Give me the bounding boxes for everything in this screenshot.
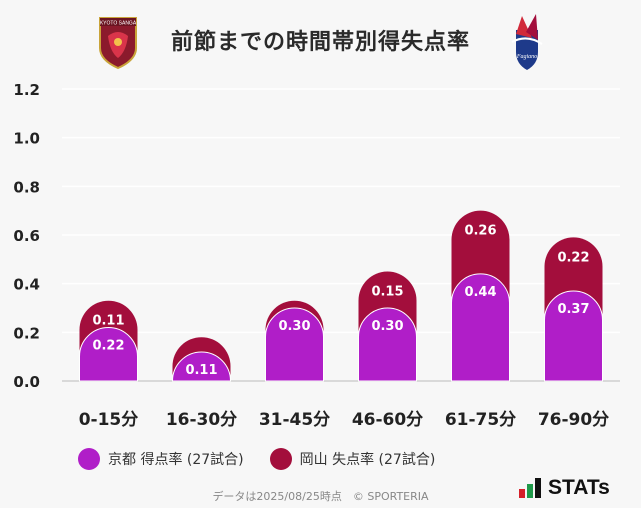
footer-note: データは2025/08/25時点 © SPORTERIA (212, 490, 429, 503)
y-tick-label-0: 0.0 (13, 373, 40, 391)
chart: 0.0 0.2 0.4 0.6 0.8 1.0 1.2 0.22 0.11 0-15分 0.11 16… (13, 81, 620, 430)
bar-home-1 (171, 351, 232, 382)
stats-logo-text: STATs (548, 476, 610, 499)
bar-label-home-3: 0.30 (371, 319, 403, 334)
bar-home-3 (358, 307, 417, 382)
x-tick-label-2: 31-45分 (259, 410, 330, 430)
legend-swatch-away (269, 448, 292, 470)
y-tick-label-2: 0.4 (13, 276, 40, 294)
legend-swatch-home (78, 448, 100, 470)
bar-label-away-0: 0.11 (92, 314, 124, 329)
legend-label-away: 岡山 失点率 (27試合) (299, 452, 436, 468)
x-tick-label-4: 61-75分 (445, 410, 516, 430)
bar-label-home-2: 0.30 (278, 319, 310, 334)
bar-label-home-1: 0.11 (185, 363, 217, 378)
bar-label-home-5: 0.37 (557, 302, 589, 317)
x-tick-label-3: 46-60分 (352, 410, 423, 430)
stats-bars-icon (519, 478, 543, 498)
bar-home-5 (544, 290, 603, 382)
bar-home-2 (265, 307, 324, 382)
bar-home-4 (451, 273, 510, 382)
okayama-logo: Fagiano (511, 14, 543, 70)
okayama-logo-text: Fagiano (516, 54, 537, 60)
x-tick-label-0: 0-15分 (79, 410, 139, 430)
y-tick-label-1: 0.2 (13, 324, 40, 342)
stats-logo: STATs (519, 476, 610, 500)
legend-item-home: 京都 得点率 (27試合) (78, 448, 244, 470)
kyoto-logo: KYOTO SANGA (99, 17, 137, 70)
x-tick-label-1: 16-30分 (166, 410, 237, 430)
legend: 京都 得点率 (27試合) 岡山 失点率 (27試合) (78, 448, 461, 470)
bar-home-0 (79, 327, 138, 382)
kyoto-logo-text: KYOTO SANGA (100, 21, 137, 27)
y-tick-label-3: 0.6 (13, 227, 40, 245)
legend-item-away: 岡山 失点率 (27試合) (269, 448, 436, 470)
bar-label-away-5: 0.22 (557, 250, 589, 265)
y-tick-label-5: 1.0 (13, 130, 40, 148)
x-tick-label-5: 76-90分 (538, 410, 609, 430)
bar-label-home-0: 0.22 (92, 338, 124, 353)
y-tick-label-6: 1.2 (13, 81, 40, 99)
chart-title: 前節までの時間帯別得失点率 (170, 30, 470, 55)
bar-label-home-4: 0.44 (464, 285, 496, 300)
bar-label-away-4: 0.26 (464, 224, 496, 239)
legend-label-home: 京都 得点率 (27試合) (108, 452, 244, 468)
y-tick-label-4: 0.8 (13, 178, 40, 196)
bar-label-away-3: 0.15 (371, 285, 403, 300)
